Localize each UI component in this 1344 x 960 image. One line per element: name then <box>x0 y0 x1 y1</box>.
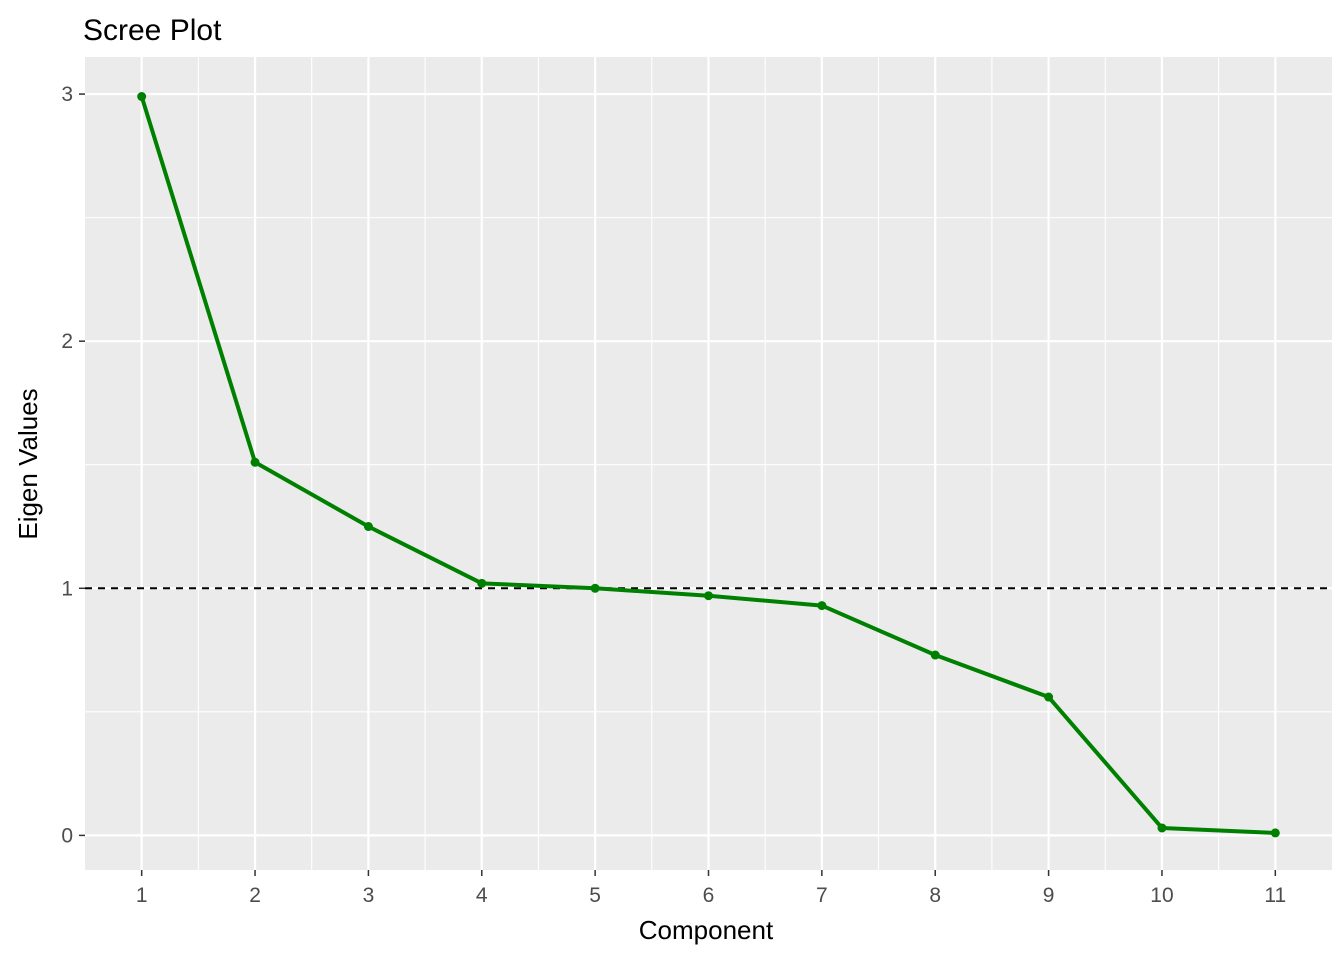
y-axis-ticks: 0 1 2 3 <box>61 83 85 847</box>
x-axis-ticks: 1 2 3 4 5 6 7 8 9 10 11 <box>136 870 1286 907</box>
y-tick-label: 1 <box>61 577 73 600</box>
data-point <box>817 601 827 611</box>
data-point <box>590 583 600 593</box>
x-axis-title: Component <box>639 915 774 945</box>
chart-title: Scree Plot <box>83 14 222 47</box>
x-tick-label: 8 <box>929 884 941 907</box>
y-tick-label: 2 <box>61 330 73 353</box>
y-tick-label: 3 <box>61 83 73 106</box>
data-point <box>1044 692 1054 702</box>
series-layer <box>137 92 1280 838</box>
x-tick-label: 9 <box>1043 884 1055 907</box>
data-point <box>250 457 260 467</box>
x-tick-label: 4 <box>476 884 488 907</box>
x-tick-label: 10 <box>1150 884 1173 907</box>
x-tick-label: 7 <box>816 884 828 907</box>
x-tick-label: 2 <box>249 884 261 907</box>
data-point <box>1157 823 1167 833</box>
x-tick-label: 3 <box>363 884 375 907</box>
y-axis-title: Eigen Values <box>13 388 43 539</box>
data-point <box>363 522 373 532</box>
data-point <box>1270 828 1280 838</box>
x-tick-label: 11 <box>1264 884 1286 907</box>
data-point <box>704 591 713 601</box>
data-point <box>930 650 940 660</box>
x-tick-label: 6 <box>703 884 715 907</box>
data-point <box>477 578 487 588</box>
x-tick-label: 1 <box>136 884 148 907</box>
data-point <box>137 92 147 102</box>
y-tick-label: 0 <box>61 824 73 847</box>
x-tick-label: 5 <box>589 884 601 907</box>
